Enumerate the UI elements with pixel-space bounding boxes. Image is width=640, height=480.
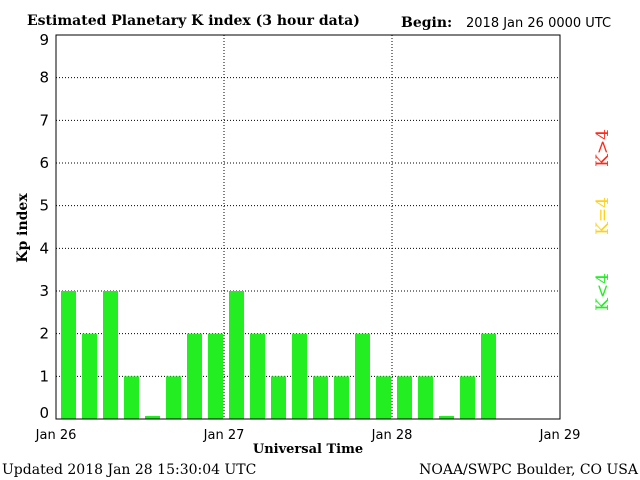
x-tick-label: Jan 28: [371, 428, 413, 443]
kp-bar: [439, 416, 454, 419]
legend-item: K<4: [593, 273, 613, 311]
y-tick-label: 0: [39, 404, 49, 422]
y-tick-label: 9: [39, 31, 49, 49]
y-tick-label: 1: [39, 367, 49, 385]
y-tick-label: 4: [39, 239, 49, 257]
kp-bar: [82, 333, 97, 419]
kp-bar: [124, 376, 139, 419]
y-axis-label: Kp index: [15, 193, 31, 263]
bars: [61, 291, 496, 419]
kp-bar: [61, 291, 76, 419]
begin-label: Begin:: [401, 15, 452, 31]
y-tick-labels: 0 1 2 3 4 5 6 7 8 9: [39, 31, 49, 422]
kp-bar: [481, 333, 496, 419]
y-tick-label: 2: [39, 325, 49, 343]
x-tick-label: Jan 29: [539, 428, 581, 443]
kp-bar: [355, 333, 370, 419]
grid-lines: [56, 35, 560, 419]
source-credit: NOAA/SWPC Boulder, CO USA: [419, 462, 639, 478]
kp-bar: [334, 376, 349, 419]
updated-timestamp: Updated 2018 Jan 28 15:30:04 UTC: [2, 462, 256, 478]
kp-bar: [271, 376, 286, 419]
y-tick-label: 3: [39, 282, 49, 300]
y-tick-label: 6: [39, 154, 49, 172]
kp-bar: [208, 333, 223, 419]
legend: K>4 K=4 K<4: [593, 129, 613, 311]
kp-bar: [103, 291, 118, 419]
chart-title: Estimated Planetary K index (3 hour data…: [27, 13, 360, 29]
y-tick-label: 5: [39, 197, 49, 215]
legend-item: K=4: [593, 197, 613, 235]
x-tick-label: Jan 26: [35, 428, 77, 443]
y-tick-label: 7: [39, 111, 49, 129]
kp-bar: [145, 416, 160, 419]
kp-bar: [313, 376, 328, 419]
kp-bar: [376, 376, 391, 419]
kp-bar: [166, 376, 181, 419]
kp-bar: [187, 333, 202, 419]
begin-value: 2018 Jan 26 0000 UTC: [466, 16, 611, 31]
kp-bar: [250, 333, 265, 419]
x-tick-label: Jan 27: [203, 428, 245, 443]
plot-frame: [55, 34, 561, 420]
y-tick-label: 8: [39, 69, 49, 87]
x-axis-label: Universal Time: [253, 442, 363, 457]
x-tick-labels: Jan 26 Jan 27 Jan 28 Jan 29: [35, 428, 581, 443]
kp-bar: [397, 376, 412, 419]
kp-bar: [229, 291, 244, 419]
legend-item: K>4: [593, 129, 613, 167]
kp-bar: [292, 333, 307, 419]
kp-bar: [418, 376, 433, 419]
kp-bar: [460, 376, 475, 419]
